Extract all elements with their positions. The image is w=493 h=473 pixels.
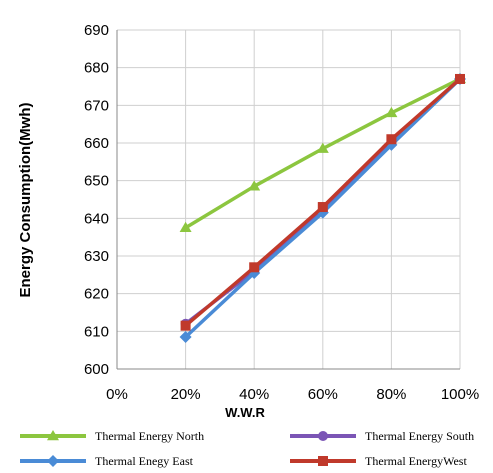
x-tick-label: 60% [308, 386, 338, 403]
x-tick-label: 0% [106, 386, 128, 403]
y-tick-label: 690 [84, 22, 109, 39]
y-tick-label: 620 [84, 286, 109, 303]
x-axis-label: W.W.R [225, 405, 265, 420]
axes [116, 30, 460, 370]
y-tick-label: 680 [84, 60, 109, 77]
y-tick-label: 640 [84, 210, 109, 227]
x-tick-labels: 0% 20% 40% 60% 80% 100% [106, 386, 479, 403]
x-tick-label: 40% [239, 386, 269, 403]
x-tick-label: 80% [376, 386, 406, 403]
data-point [385, 106, 398, 118]
legend-item: Thermal EnergyWest [290, 454, 467, 468]
y-tick-label: 600 [84, 361, 109, 378]
legend-label: Thermal Energy North [95, 429, 204, 443]
data-point [386, 134, 397, 145]
legend-item: Thermal Energy South [290, 429, 474, 443]
legend-swatch-marker [318, 431, 328, 441]
data-point [179, 221, 192, 232]
series-4 [180, 73, 465, 331]
y-tick-label: 660 [84, 135, 109, 152]
legend-swatch-marker [47, 455, 59, 467]
data-point [249, 262, 260, 273]
data-point [179, 330, 192, 343]
legend-label: Thermal EnergyWest [365, 454, 467, 468]
legend-item: Thermal Energy North [20, 429, 204, 443]
x-tick-label: 100% [441, 386, 479, 403]
data-point [317, 202, 328, 213]
y-axis-label: Energy Consumption(Mwh) [17, 103, 34, 298]
y-tick-label: 670 [84, 97, 109, 114]
data-point [248, 180, 261, 191]
legend-swatch-marker [318, 456, 328, 466]
y-tick-labels: 600 610 620 630 640 650 660 670 680 690 [84, 22, 109, 378]
legend-label: Thermal Enegy East [95, 454, 194, 468]
data-point [455, 73, 465, 84]
x-tick-label: 20% [171, 386, 201, 403]
y-tick-label: 610 [84, 323, 109, 340]
y-tick-label: 630 [84, 248, 109, 265]
series-group [179, 72, 466, 343]
legend-label: Thermal Energy South [365, 429, 474, 443]
legend-item: Thermal Enegy East [20, 454, 194, 468]
legend: Thermal Energy North Thermal Energy South… [20, 429, 474, 468]
y-tick-label: 650 [84, 173, 109, 190]
legend-swatch-marker [47, 430, 59, 441]
grid-lines [116, 29, 461, 370]
data-point [180, 320, 191, 331]
data-point [316, 142, 329, 153]
